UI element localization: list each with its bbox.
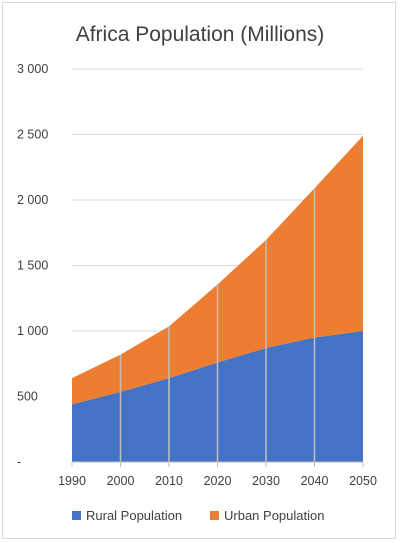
x-tick-label: 2030: [252, 474, 280, 488]
chart-title: Africa Population (Millions): [76, 23, 325, 46]
y-tick-label: 2 500: [17, 128, 48, 142]
x-tick-label: 2010: [155, 474, 183, 488]
chart-frame: Africa Population (Millions) - 500 1 000 1 …: [2, 2, 396, 539]
x-axis-ticks: 1990 2000 2010 2020 2030 2040 2050: [58, 461, 377, 488]
vertical-drop-lines: [119, 188, 316, 462]
legend-label: Rural Population: [86, 508, 182, 523]
y-tick-label: 1 000: [17, 324, 48, 338]
area-urban-population: [72, 135, 363, 405]
legend: Rural Population Urban Population: [72, 508, 324, 523]
legend-swatch-rural-population: [72, 511, 81, 520]
x-tick-label: 2040: [301, 474, 329, 488]
chart-svg: Africa Population (Millions) - 500 1 000 1 …: [17, 23, 377, 523]
legend-swatch-urban-population: [210, 511, 219, 520]
y-axis-ticks: - 500 1 000 1 500 2 000 2 500 3 000: [17, 62, 48, 469]
y-tick-label: 3 000: [17, 62, 48, 76]
y-tick-label: 1 500: [17, 259, 48, 273]
y-tick-label: -: [17, 455, 21, 469]
x-tick-label: 2020: [204, 474, 232, 488]
x-tick-label: 2000: [107, 474, 135, 488]
x-tick-label: 1990: [58, 474, 86, 488]
x-tick-label: 2050: [349, 474, 377, 488]
legend-label: Urban Population: [224, 508, 324, 523]
y-tick-label: 500: [17, 390, 38, 404]
y-tick-label: 2 000: [17, 193, 48, 207]
